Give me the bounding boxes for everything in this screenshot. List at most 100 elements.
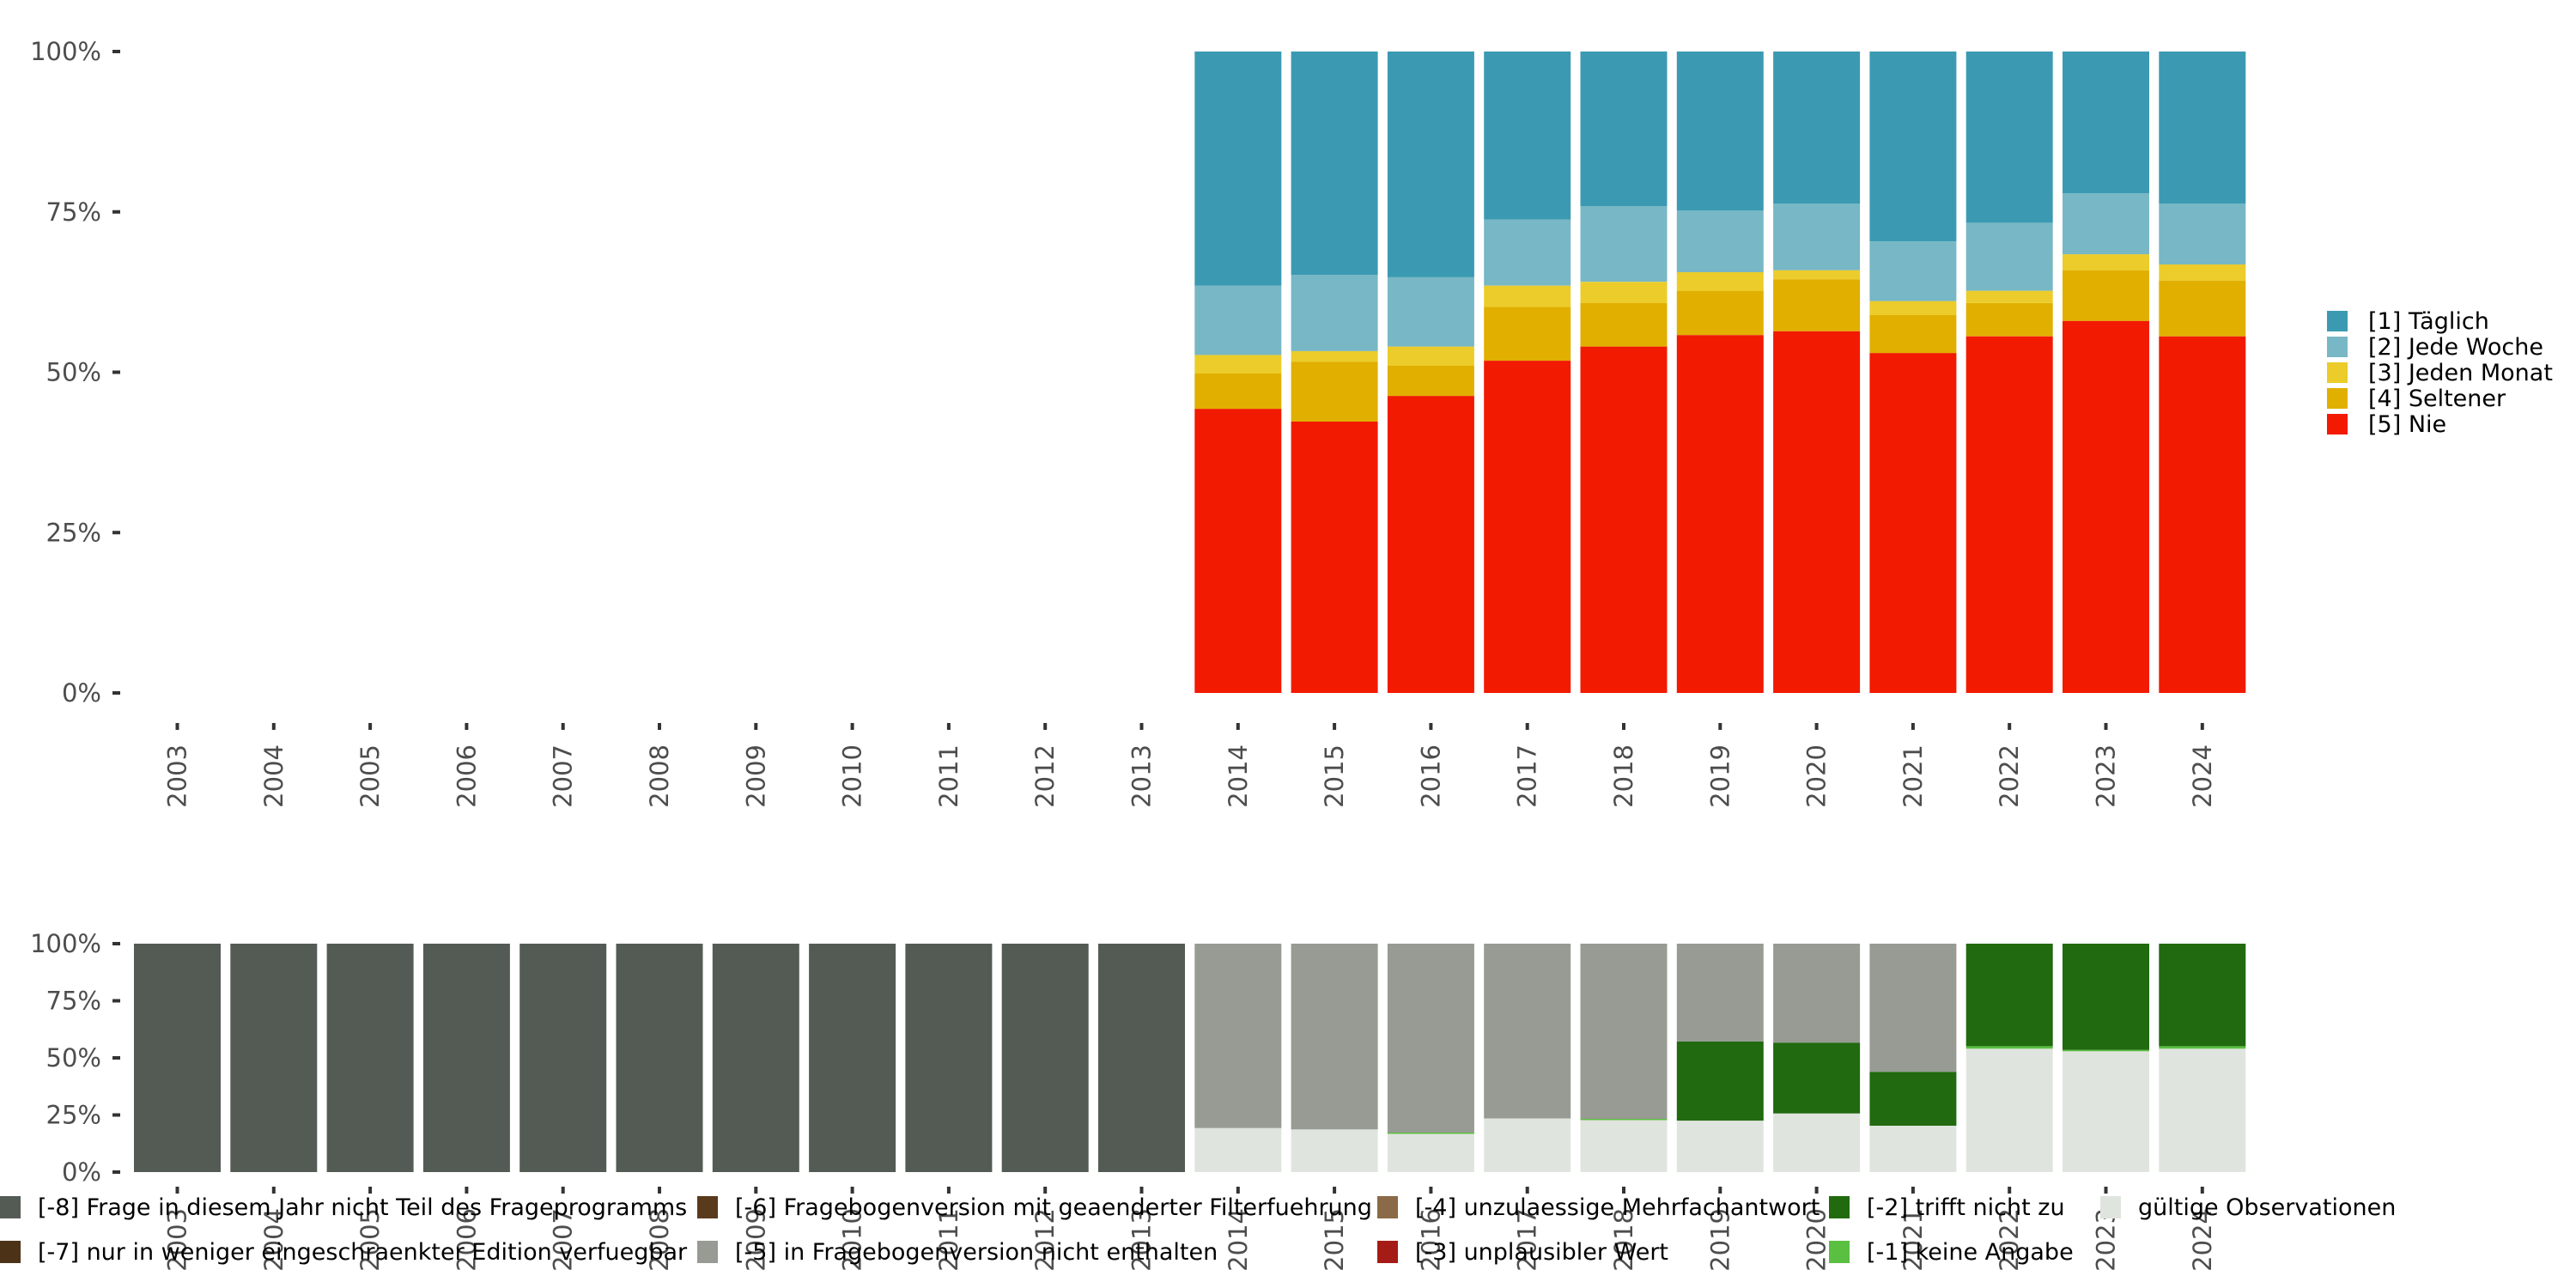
x-tick-label: 2003 xyxy=(163,1208,192,1272)
y-tick-label: 0% xyxy=(62,1157,101,1187)
x-tick-label: 2014 xyxy=(1224,1208,1253,1272)
bar-segment-2014-1 xyxy=(1194,374,1282,410)
x-tick-label: 2023 xyxy=(2092,1208,2121,1272)
bar-segment-2020-3 xyxy=(1773,204,1861,270)
legend-label: [-3] unplausibler Wert xyxy=(1415,1239,1668,1266)
bar-segment-2023-0 xyxy=(2063,320,2149,693)
bar-segment-2019-0 xyxy=(1676,335,1764,693)
bar-segment-2022-0 xyxy=(1965,1048,2053,1172)
x-tick-label: 2023 xyxy=(2092,744,2121,808)
bar-segment-2018-0 xyxy=(1580,346,1668,693)
bar-segment-2014-0 xyxy=(1194,409,1282,693)
bar-segment-2024-2 xyxy=(2159,944,2246,1047)
bar-segment-2021-4 xyxy=(1869,52,1957,242)
x-tick-label: 2015 xyxy=(1320,1208,1349,1272)
lower-legend: [-8] Frage in diesem Jahr nicht Teil des… xyxy=(0,1194,2396,1266)
upper-plot xyxy=(1194,52,2246,693)
y-tick-label: 100% xyxy=(30,929,101,958)
bar-segment-2022-2 xyxy=(1965,944,2053,1047)
bar-segment-2020-4 xyxy=(1773,52,1861,204)
x-tick-label: 2005 xyxy=(355,1208,385,1272)
bar-segment-2018-4 xyxy=(1580,52,1668,206)
bar-segment-2015-0 xyxy=(1291,422,1378,693)
bar-segment-2015-4 xyxy=(1291,52,1378,275)
bar-segment-2016-4 xyxy=(1387,52,1474,277)
x-tick-label: 2010 xyxy=(838,1208,867,1272)
legend-label: [3] Jeden Monat xyxy=(2368,360,2553,386)
bar-segment-2016-3 xyxy=(1387,276,1474,347)
legend-swatch xyxy=(1377,1241,1398,1263)
y-tick-label: 25% xyxy=(46,1101,101,1130)
x-tick-label: 2019 xyxy=(1705,744,1735,808)
bar-segment-2014-3 xyxy=(1194,285,1282,355)
bar-segment-2024-1 xyxy=(2159,280,2246,337)
legend-swatch xyxy=(697,1241,718,1263)
x-tick-label: 2010 xyxy=(838,744,867,808)
bar-segment-2020-0 xyxy=(1773,331,1861,693)
x-tick-label: 2008 xyxy=(645,1208,674,1272)
bar-segment-2020-2 xyxy=(1773,1042,1861,1114)
x-tick-label: 2021 xyxy=(1899,1208,1928,1272)
y-tick-label: 75% xyxy=(46,197,101,227)
legend-label: [4] Seltener xyxy=(2368,386,2506,412)
x-tick-label: 2011 xyxy=(934,1208,963,1272)
legend-label: [1] Täglich xyxy=(2368,308,2489,335)
legend-swatch xyxy=(0,1241,21,1263)
x-tick-label: 2011 xyxy=(934,744,963,808)
x-tick-label: 2012 xyxy=(1030,744,1060,808)
x-tick-label: 2016 xyxy=(1416,1208,1445,1272)
bar-segment-2017-4 xyxy=(1484,52,1571,220)
x-tick-label: 2003 xyxy=(163,744,192,808)
bar-segment-2019-2 xyxy=(1676,272,1764,291)
legend-swatch xyxy=(2100,1196,2121,1218)
x-tick-label: 2017 xyxy=(1513,1208,1542,1272)
bar-segment-2014-0 xyxy=(1194,1127,1282,1172)
x-tick-label: 2022 xyxy=(1995,744,2024,808)
legend-swatch xyxy=(2327,311,2348,331)
bar-segment-2018-2 xyxy=(1580,282,1668,303)
bar-segment-2020-5 xyxy=(1773,944,1861,1043)
legend-swatch xyxy=(2327,362,2348,383)
bar-segment-2019-1 xyxy=(1676,290,1764,336)
bar-segment-2016-2 xyxy=(1387,346,1474,366)
x-tick-label: 2017 xyxy=(1513,744,1542,808)
bar-segment-2014-2 xyxy=(1194,355,1282,374)
legend-swatch xyxy=(2327,337,2348,357)
bar-segment-2020-2 xyxy=(1773,270,1861,280)
bar-segment-2019-0 xyxy=(1676,1121,1764,1173)
y-tick-label: 100% xyxy=(30,37,101,66)
y-tick-label: 25% xyxy=(46,518,101,547)
bar-segment-2021-3 xyxy=(1869,241,1957,301)
upper-x-axis: 2003 2004 2005 2006 2007 2008 2009 2010 2011 2012… xyxy=(163,723,2217,808)
bar-segment-2017-2 xyxy=(1484,285,1571,307)
legend-swatch xyxy=(697,1196,718,1218)
bar-segment-2019-4 xyxy=(1676,52,1764,211)
lower-plot xyxy=(134,944,2246,1173)
legend-label: [-6] Fragebogenversion mit geaenderter F… xyxy=(735,1194,1372,1221)
bar-segment-2023-2 xyxy=(2063,944,2149,1050)
legend-label: [-2] trifft nicht zu xyxy=(1867,1194,2065,1221)
bar-segment-2010-8 xyxy=(809,944,896,1172)
x-tick-label: 2004 xyxy=(259,1208,289,1272)
bar-segment-2012-8 xyxy=(1001,944,1089,1172)
bar-segment-2022-3 xyxy=(1965,222,2053,291)
upper-legend: [1] Täglich[2] Jede Woche[3] Jeden Monat… xyxy=(2327,308,2553,438)
bar-segment-2014-5 xyxy=(1194,944,1282,1128)
legend-swatch xyxy=(2327,388,2348,409)
bar-segment-2015-0 xyxy=(1291,1129,1378,1172)
x-tick-label: 2006 xyxy=(452,1208,481,1272)
bar-segment-2014-4 xyxy=(1194,52,1282,286)
bar-segment-2024-2 xyxy=(2159,264,2246,281)
x-tick-label: 2013 xyxy=(1127,1208,1157,1272)
y-tick-label: 0% xyxy=(62,678,101,708)
bar-segment-2018-1 xyxy=(1580,1119,1668,1121)
bar-segment-2016-5 xyxy=(1387,944,1474,1133)
bar-segment-2004-8 xyxy=(230,944,318,1172)
bar-segment-2015-3 xyxy=(1291,275,1378,351)
bar-segment-2023-1 xyxy=(2063,270,2149,321)
bar-segment-2024-1 xyxy=(2159,1046,2246,1049)
legend-label: gültige Observationen xyxy=(2138,1194,2396,1221)
legend-label: [-1] keine Angabe xyxy=(1867,1239,2074,1266)
x-tick-label: 2015 xyxy=(1320,744,1349,808)
bar-segment-2015-1 xyxy=(1291,361,1378,422)
